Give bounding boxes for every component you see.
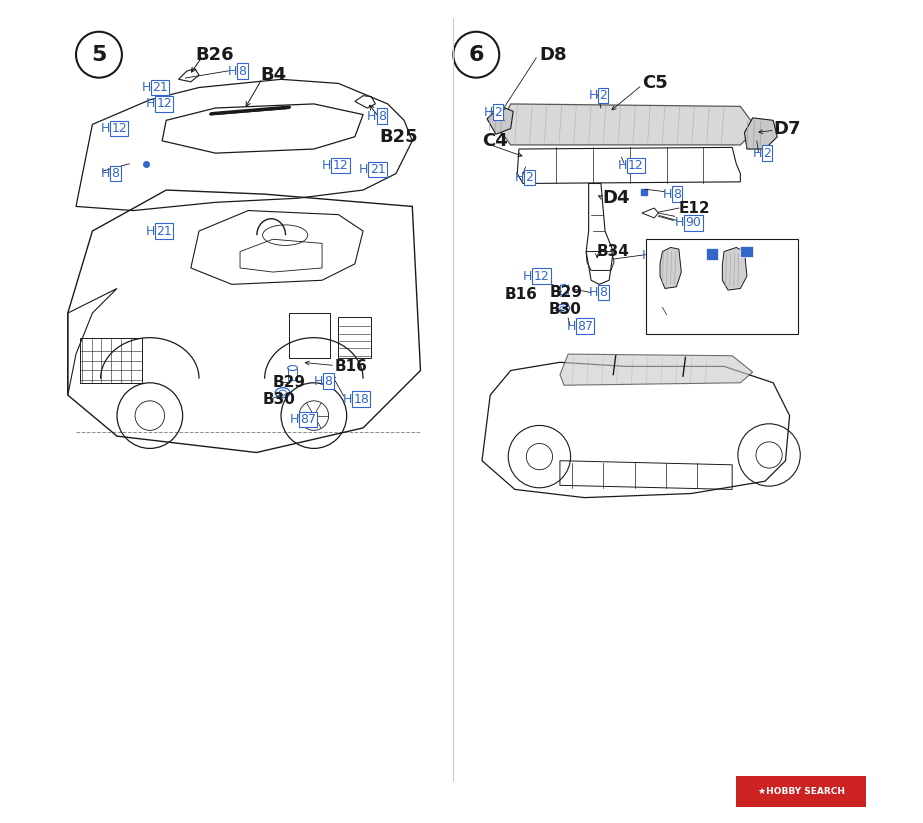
Text: B16: B16 <box>334 359 367 374</box>
Text: 90: 90 <box>686 216 701 230</box>
Text: 12: 12 <box>156 97 172 110</box>
Text: B29: B29 <box>273 375 306 390</box>
Bar <box>706 249 718 260</box>
Polygon shape <box>487 106 513 134</box>
Text: 5: 5 <box>91 44 107 65</box>
Text: 8: 8 <box>726 249 735 263</box>
Text: 2: 2 <box>525 171 533 184</box>
Text: 21: 21 <box>156 225 172 238</box>
Text: 2: 2 <box>763 146 772 160</box>
Text: H: H <box>642 249 652 263</box>
Text: 12: 12 <box>533 270 549 282</box>
Text: H: H <box>367 109 377 123</box>
Text: D8: D8 <box>539 46 567 63</box>
Text: 21: 21 <box>152 81 168 94</box>
Text: 12: 12 <box>628 159 643 172</box>
Text: B16: B16 <box>504 286 537 302</box>
Text: H: H <box>322 159 331 172</box>
Text: 12: 12 <box>332 159 349 172</box>
Text: D4: D4 <box>603 189 630 207</box>
Text: H: H <box>101 122 110 135</box>
Text: H: H <box>589 286 598 299</box>
Bar <box>737 776 866 807</box>
Text: H: H <box>515 171 524 184</box>
Text: H: H <box>228 65 237 77</box>
Text: B25: B25 <box>379 128 418 146</box>
Text: H: H <box>752 146 762 160</box>
Text: 8: 8 <box>378 109 386 123</box>
Text: B29: B29 <box>550 285 583 300</box>
Text: 8: 8 <box>325 374 332 388</box>
Text: H: H <box>675 216 684 230</box>
Text: 2: 2 <box>599 89 607 102</box>
Text: 12: 12 <box>673 307 689 319</box>
Text: 8: 8 <box>112 167 119 180</box>
Text: H: H <box>359 163 368 176</box>
Text: 18: 18 <box>354 393 369 406</box>
Text: D7: D7 <box>773 119 800 137</box>
Text: 8: 8 <box>653 249 661 263</box>
Text: 87: 87 <box>300 413 316 426</box>
Text: D6: D6 <box>752 288 780 305</box>
Text: B30: B30 <box>263 392 296 407</box>
Text: B26: B26 <box>195 46 234 63</box>
Text: ★HOBBY SEARCH: ★HOBBY SEARCH <box>758 787 845 796</box>
Text: 8: 8 <box>673 188 681 201</box>
Polygon shape <box>498 104 757 145</box>
Text: H: H <box>342 393 352 406</box>
Text: H: H <box>715 249 725 263</box>
Text: 21: 21 <box>369 163 386 176</box>
Text: H: H <box>484 105 493 119</box>
Text: 87: 87 <box>577 319 593 332</box>
Text: 12: 12 <box>112 122 127 135</box>
Text: C5: C5 <box>642 74 667 92</box>
Bar <box>740 246 752 258</box>
Text: H: H <box>589 89 598 102</box>
Polygon shape <box>560 354 752 385</box>
Text: B34: B34 <box>597 244 629 259</box>
Bar <box>80 337 141 383</box>
Text: H: H <box>101 167 110 180</box>
Text: 8: 8 <box>238 65 246 77</box>
Text: H: H <box>567 319 576 332</box>
Text: H: H <box>146 97 155 110</box>
Text: D5: D5 <box>658 267 686 285</box>
Text: H: H <box>314 374 323 388</box>
Polygon shape <box>723 248 747 290</box>
Text: H: H <box>663 188 672 201</box>
Bar <box>289 313 330 358</box>
Text: E12: E12 <box>678 201 711 216</box>
Text: H: H <box>617 159 627 172</box>
Text: H: H <box>289 413 299 426</box>
Polygon shape <box>745 118 777 149</box>
Text: 6: 6 <box>469 44 484 65</box>
Text: H: H <box>523 270 533 282</box>
Text: H: H <box>663 307 672 319</box>
Polygon shape <box>660 248 681 289</box>
Text: 8: 8 <box>599 286 607 299</box>
Text: B30: B30 <box>548 302 581 318</box>
Text: C4: C4 <box>482 132 508 150</box>
Text: H: H <box>141 81 151 94</box>
Text: B4: B4 <box>260 66 287 84</box>
Text: 2: 2 <box>495 105 502 119</box>
Text: H: H <box>146 225 155 238</box>
Bar <box>646 239 797 333</box>
Bar <box>339 317 371 358</box>
